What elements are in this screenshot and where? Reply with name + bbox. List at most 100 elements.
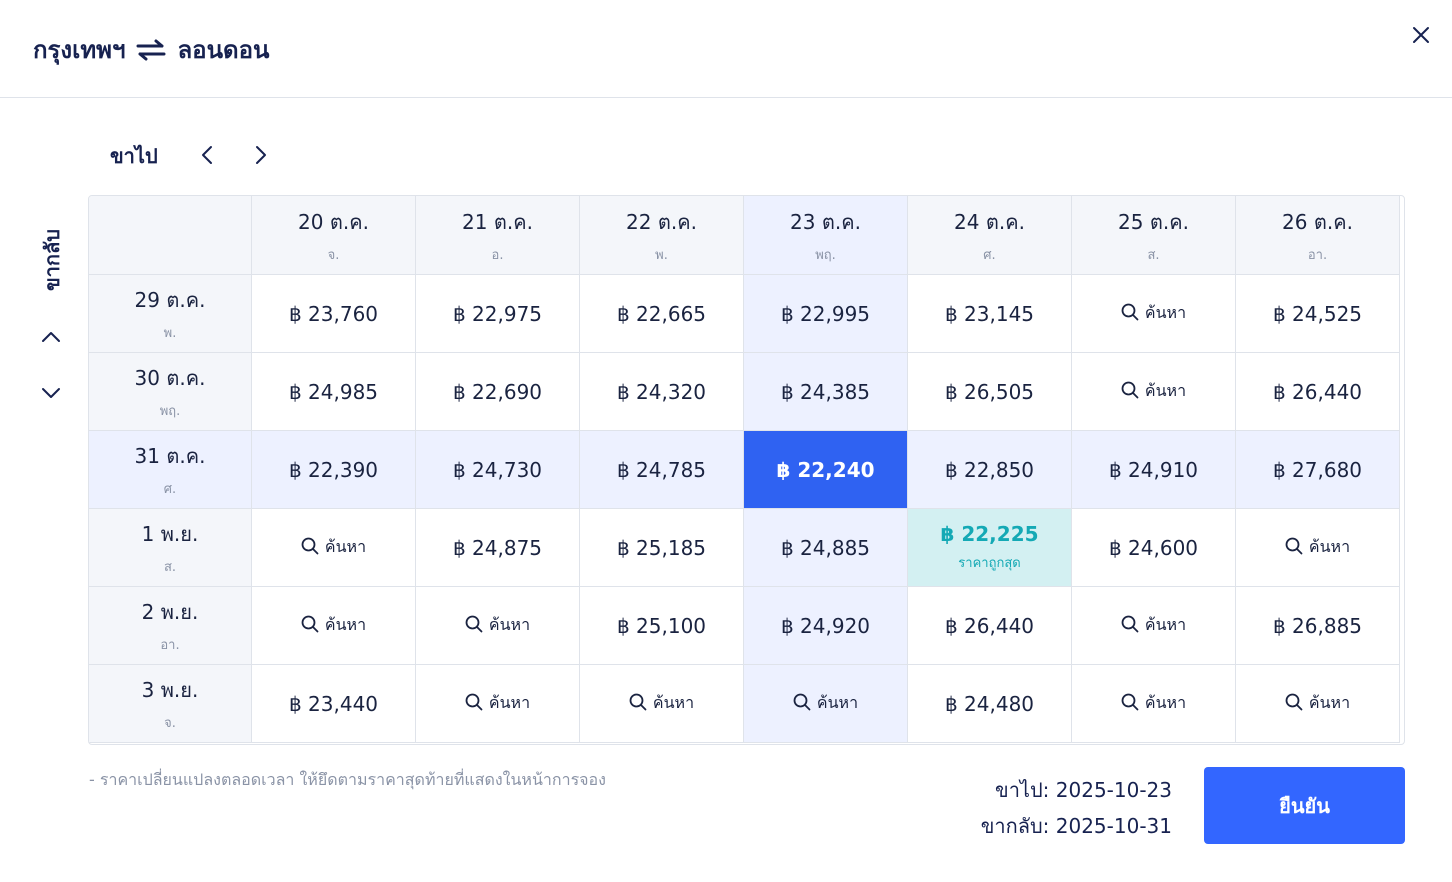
fare-cell[interactable]: ฿ 25,100 (580, 587, 744, 665)
search-icon (301, 615, 319, 637)
fare-cell[interactable]: ฿ 24,480 (908, 665, 1072, 743)
dialog-header: กรุงเทพฯ ลอนดอน (0, 0, 1452, 98)
fare-cell[interactable]: ฿ 26,885 (1236, 587, 1400, 665)
fare-cell[interactable]: ฿ 23,760 (252, 275, 416, 353)
fare-cell[interactable]: ฿ 24,875 (416, 509, 580, 587)
row-date: 2 พ.ย. (141, 600, 199, 624)
confirm-button[interactable]: ยืนยัน (1204, 767, 1405, 844)
search-icon (793, 693, 811, 715)
fare-price: ฿ 22,850 (944, 457, 1035, 482)
fare-cell[interactable]: ฿ 25,185 (580, 509, 744, 587)
fare-cell[interactable]: ฿ 22,665 (580, 275, 744, 353)
search-label: ค้นหา (652, 693, 695, 712)
column-day: พฤ. (815, 247, 836, 263)
column-day: จ. (327, 247, 340, 263)
row-header: 1 พ.ย. ส. (89, 509, 252, 587)
search-cell[interactable]: ค้นหา (1072, 587, 1236, 665)
row-day: ศ. (163, 482, 177, 497)
search-label: ค้นหา (1144, 693, 1187, 712)
fare-cell[interactable]: ฿ 24,920 (744, 587, 908, 665)
search-label: ค้นหา (324, 615, 367, 634)
fare-cell[interactable]: ฿ 24,885 (744, 509, 908, 587)
fare-cell[interactable]: ฿ 24,730 (416, 431, 580, 509)
row-header: 29 ต.ค. พ. (89, 275, 252, 353)
row-date: 3 พ.ย. (141, 678, 199, 702)
fare-cell[interactable]: ฿ 22,995 (744, 275, 908, 353)
fare-price: ฿ 23,440 (288, 691, 379, 716)
close-icon[interactable] (1407, 21, 1435, 49)
fare-price: ฿ 27,680 (1272, 457, 1363, 482)
fare-cell[interactable]: ฿ 22,975 (416, 275, 580, 353)
column-date: 23 ต.ค. (790, 209, 861, 234)
search-icon (1285, 693, 1303, 715)
search-cell[interactable]: ค้นหา (744, 665, 908, 743)
fare-cell[interactable]: ฿ 24,525 (1236, 275, 1400, 353)
fare-cell[interactable]: ฿ 22,390 (252, 431, 416, 509)
fare-price: ฿ 24,875 (452, 535, 543, 560)
search-cell[interactable]: ค้นหา (252, 587, 416, 665)
fare-price: ฿ 23,760 (288, 301, 379, 326)
column-date: 20 ต.ค. (298, 209, 369, 234)
search-label: ค้นหา (1144, 381, 1187, 400)
fare-price: ฿ 24,920 (780, 613, 871, 638)
fare-price: ฿ 26,440 (1272, 379, 1363, 404)
fare-cell[interactable]: ฿ 24,600 (1072, 509, 1236, 587)
search-cell[interactable]: ค้นหา (416, 587, 580, 665)
search-cell[interactable]: ค้นหา (416, 665, 580, 743)
fare-price: ฿ 26,505 (944, 379, 1035, 404)
fare-cell[interactable]: ฿ 22,690 (416, 353, 580, 431)
row-date: 31 ต.ค. (134, 444, 206, 468)
search-cell[interactable]: ค้นหา (1072, 275, 1236, 353)
fare-cell[interactable]: ฿ 24,985 (252, 353, 416, 431)
search-label: ค้นหา (1308, 693, 1351, 712)
outbound-label: ขาไป (110, 144, 158, 168)
search-cell[interactable]: ค้นหา (1072, 353, 1236, 431)
fare-cell[interactable]: ฿ 26,440 (1236, 353, 1400, 431)
search-icon (465, 693, 483, 715)
selection-summary: ขาไป: 2025-10-23 ขากลับ: 2025-10-31 (981, 772, 1172, 844)
search-cell[interactable]: ค้นหา (1072, 665, 1236, 743)
search-icon (1121, 381, 1139, 403)
search-label: ค้นหา (1308, 537, 1351, 556)
fare-price: ฿ 22,995 (780, 301, 871, 326)
chevron-down-icon[interactable] (37, 379, 65, 407)
fare-price: ฿ 23,145 (944, 301, 1035, 326)
chevron-left-icon[interactable] (193, 141, 221, 169)
column-header: 20 ต.ค. จ. (252, 196, 416, 275)
fare-cell[interactable]: ฿ 24,785 (580, 431, 744, 509)
fare-cell[interactable]: ฿ 24,320 (580, 353, 744, 431)
column-header: 24 ต.ค. ศ. (908, 196, 1072, 275)
chevron-up-icon[interactable] (37, 323, 65, 351)
fare-price: ฿ 22,975 (452, 301, 543, 326)
search-cell[interactable]: ค้นหา (252, 509, 416, 587)
fare-cell[interactable]: ฿ 27,680 (1236, 431, 1400, 509)
grid-corner (89, 196, 252, 275)
search-cell[interactable]: ค้นหา (1236, 509, 1400, 587)
fare-cell[interactable]: ฿ 26,440 (908, 587, 1072, 665)
cheapest-fare-cell[interactable]: ฿ 22,225 ราคาถูกสุด (908, 509, 1072, 587)
column-header: 22 ต.ค. พ. (580, 196, 744, 275)
fare-price: ฿ 22,390 (288, 457, 379, 482)
fare-calendar-grid: 20 ต.ค. จ. 21 ต.ค. อ. 22 ต.ค. พ. 23 ต.ค. พฤ. 24 … (88, 195, 1405, 745)
column-day: ศ. (983, 247, 996, 263)
search-cell[interactable]: ค้นหา (580, 665, 744, 743)
fare-price: ฿ 26,440 (944, 613, 1035, 638)
return-label-text: ขากลับ (40, 229, 64, 291)
search-cell[interactable]: ค้นหา (1236, 665, 1400, 743)
chevron-right-icon[interactable] (247, 141, 275, 169)
selected-fare-cell[interactable]: ฿ 22,240 (744, 431, 908, 509)
fare-price: ฿ 24,525 (1272, 301, 1363, 326)
fare-cell[interactable]: ฿ 22,850 (908, 431, 1072, 509)
search-icon (1121, 303, 1139, 325)
fare-price: ฿ 25,100 (616, 613, 707, 638)
search-icon (465, 615, 483, 637)
row-day: อา. (160, 638, 180, 653)
fare-cell[interactable]: ฿ 24,385 (744, 353, 908, 431)
column-date: 21 ต.ค. (462, 209, 533, 234)
fare-cell[interactable]: ฿ 24,910 (1072, 431, 1236, 509)
fare-cell[interactable]: ฿ 23,440 (252, 665, 416, 743)
search-icon (1121, 615, 1139, 637)
destination-city: ลอนดอน (177, 36, 270, 64)
fare-cell[interactable]: ฿ 26,505 (908, 353, 1072, 431)
fare-cell[interactable]: ฿ 23,145 (908, 275, 1072, 353)
